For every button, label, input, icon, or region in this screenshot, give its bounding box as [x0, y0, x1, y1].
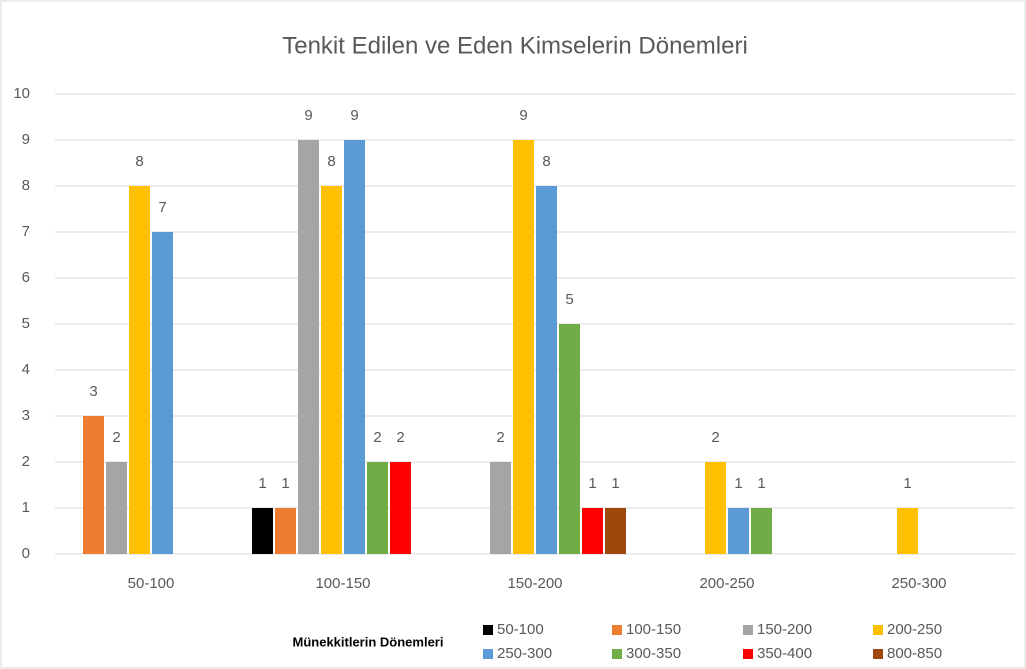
bar — [605, 508, 626, 554]
y-tick-label: 6 — [22, 269, 30, 286]
bar — [390, 462, 411, 554]
bar — [751, 508, 772, 554]
data-label: 1 — [734, 475, 742, 492]
chart-title: Tenkit Edilen ve Eden Kimselerin Dönemle… — [282, 32, 748, 59]
x-tick-label: 100-150 — [315, 575, 370, 592]
bar — [298, 140, 319, 554]
legend-label: 350-400 — [757, 645, 812, 662]
legend-swatch — [743, 649, 753, 659]
bar — [152, 232, 173, 554]
data-label: 8 — [542, 153, 550, 170]
legend-swatch — [873, 649, 883, 659]
y-tick-label: 9 — [22, 131, 30, 148]
bar — [897, 508, 918, 554]
x-tick-label: 150-200 — [507, 575, 562, 592]
data-label: 1 — [281, 475, 289, 492]
data-label: 2 — [496, 429, 504, 446]
data-label: 2 — [373, 429, 381, 446]
y-tick-label: 2 — [22, 453, 30, 470]
data-label: 5 — [565, 291, 573, 308]
legend-label: 250-300 — [497, 645, 552, 662]
bar — [129, 186, 150, 554]
data-label: 8 — [327, 153, 335, 170]
bar — [490, 462, 511, 554]
y-tick-label: 0 — [22, 545, 30, 562]
y-tick-label: 10 — [13, 85, 30, 102]
y-tick-label: 1 — [22, 499, 30, 516]
legend-label: 800-850 — [887, 645, 942, 662]
bar — [252, 508, 273, 554]
data-label: 1 — [611, 475, 619, 492]
data-label: 9 — [350, 107, 358, 124]
legend-swatch — [483, 625, 493, 635]
legend-label: 50-100 — [497, 621, 544, 638]
data-label: 2 — [396, 429, 404, 446]
data-label: 1 — [757, 475, 765, 492]
legend-label: 300-350 — [626, 645, 681, 662]
bar — [705, 462, 726, 554]
legend-title: Münekkitlerin Dönemleri — [293, 634, 444, 649]
legend-label: 200-250 — [887, 621, 942, 638]
data-label: 9 — [304, 107, 312, 124]
data-label: 1 — [903, 475, 911, 492]
bar — [513, 140, 534, 554]
data-label: 9 — [519, 107, 527, 124]
x-tick-label: 250-300 — [891, 575, 946, 592]
bar — [275, 508, 296, 554]
x-tick-label: 50-100 — [128, 575, 175, 592]
y-tick-label: 3 — [22, 407, 30, 424]
bar — [536, 186, 557, 554]
bar — [321, 186, 342, 554]
data-label: 2 — [112, 429, 120, 446]
data-label: 7 — [158, 199, 166, 216]
data-label: 1 — [588, 475, 596, 492]
y-tick-label: 7 — [22, 223, 30, 240]
y-tick-label: 4 — [22, 361, 30, 378]
y-tick-label: 5 — [22, 315, 30, 332]
legend-swatch — [743, 625, 753, 635]
data-label: 8 — [135, 153, 143, 170]
bar — [344, 140, 365, 554]
legend-label: 100-150 — [626, 621, 681, 638]
legend-label: 150-200 — [757, 621, 812, 638]
bar — [582, 508, 603, 554]
data-label: 3 — [89, 383, 97, 400]
data-label: 2 — [711, 429, 719, 446]
bar — [728, 508, 749, 554]
data-label: 1 — [258, 475, 266, 492]
bar — [559, 324, 580, 554]
y-tick-label: 8 — [22, 177, 30, 194]
bar — [367, 462, 388, 554]
legend-swatch — [612, 625, 622, 635]
x-tick-label: 200-250 — [699, 575, 754, 592]
bar — [106, 462, 127, 554]
legend-swatch — [612, 649, 622, 659]
legend-swatch — [483, 649, 493, 659]
legend-swatch — [873, 625, 883, 635]
bar — [83, 416, 104, 554]
